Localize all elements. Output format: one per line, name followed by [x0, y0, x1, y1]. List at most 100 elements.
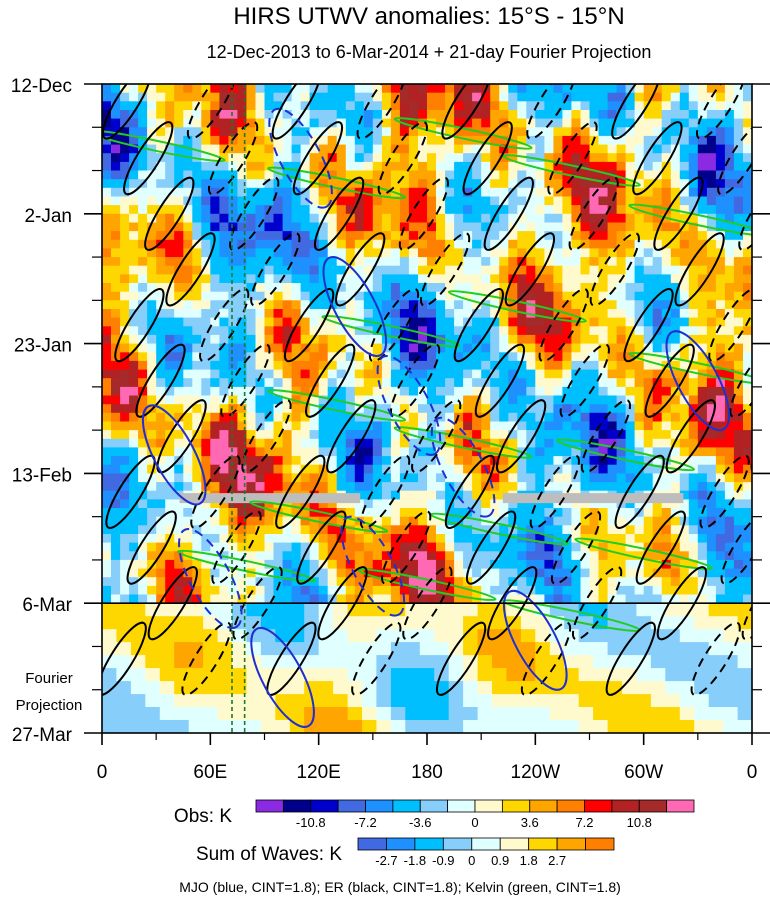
anomaly-cell — [517, 369, 527, 379]
anomaly-cell — [544, 473, 554, 483]
projection-cell — [289, 707, 305, 721]
anomaly-cell — [111, 473, 121, 483]
anomaly-cell — [589, 92, 600, 102]
anomaly-cell — [237, 153, 247, 163]
anomaly-cell — [129, 395, 139, 405]
anomaly-cell — [715, 386, 726, 397]
anomaly-cell — [201, 153, 211, 163]
anomaly-cell — [273, 525, 284, 535]
anomaly-cell — [120, 144, 130, 154]
anomaly-cell — [472, 205, 482, 215]
anomaly-cell — [427, 378, 437, 388]
y-tick-label: 6-Mar — [22, 595, 72, 616]
anomaly-cell — [120, 213, 130, 224]
anomaly-cell — [697, 213, 708, 224]
anomaly-cell — [291, 326, 302, 336]
anomaly-cell — [156, 482, 166, 492]
anomaly-cell — [390, 438, 401, 449]
anomaly-cell — [481, 127, 491, 137]
anomaly-cell — [399, 568, 410, 578]
anomaly-cell — [129, 283, 139, 293]
anomaly-cell — [454, 161, 464, 172]
projection-cell — [390, 694, 406, 708]
anomaly-cell — [111, 205, 121, 215]
anomaly-cell — [517, 239, 527, 250]
anomaly-cell — [743, 153, 752, 163]
projection-cell — [289, 616, 305, 630]
anomaly-cell — [372, 490, 383, 500]
anomaly-cell — [724, 179, 735, 189]
anomaly-cell — [210, 291, 220, 301]
anomaly-cell — [571, 248, 581, 258]
anomaly-cell — [517, 265, 527, 275]
anomaly-cell — [336, 534, 347, 544]
anomaly-cell — [381, 360, 392, 371]
anomaly-cell — [273, 187, 284, 198]
anomaly-cell — [643, 213, 654, 224]
anomaly-cell — [652, 585, 663, 596]
anomaly-cell — [228, 421, 238, 431]
anomaly-cell — [273, 118, 284, 128]
anomaly-cell — [445, 464, 455, 474]
anomaly-cell — [679, 430, 690, 440]
anomaly-cell — [381, 499, 392, 509]
anomaly-cell — [517, 482, 527, 492]
anomaly-cell — [634, 309, 645, 319]
anomaly-cell — [201, 559, 211, 570]
anomaly-cell — [336, 412, 347, 423]
anomaly-cell — [228, 499, 238, 509]
projection-cell — [174, 707, 190, 721]
anomaly-cell — [715, 205, 726, 215]
projection-cell — [318, 629, 334, 643]
anomaly-cell — [463, 161, 473, 172]
anomaly-cell — [481, 326, 491, 336]
anomaly-cell — [174, 464, 184, 474]
anomaly-cell — [598, 525, 609, 535]
anomaly-cell — [255, 542, 266, 552]
anomaly-cell — [138, 369, 148, 379]
er-contour — [435, 621, 487, 696]
anomaly-cell — [472, 585, 482, 596]
anomaly-cell — [688, 594, 699, 603]
anomaly-cell — [309, 283, 320, 293]
projection-cell — [232, 707, 247, 721]
anomaly-cell — [183, 213, 193, 224]
projection-cell — [434, 694, 450, 708]
projection-cell — [694, 603, 710, 617]
anomaly-cell — [706, 170, 717, 180]
anomaly-cell — [300, 257, 311, 267]
anomaly-cell — [111, 110, 121, 120]
anomaly-cell — [544, 144, 554, 154]
anomaly-cell — [607, 265, 618, 275]
anomaly-cell — [526, 196, 536, 206]
anomaly-cell — [237, 135, 247, 146]
anomaly-cell — [174, 84, 184, 94]
anomaly-cell — [219, 84, 229, 94]
anomaly-cell — [743, 170, 752, 180]
anomaly-cell — [436, 135, 446, 146]
anomaly-cell — [354, 577, 365, 587]
projection-cell — [694, 694, 710, 708]
anomaly-cell — [318, 568, 329, 578]
anomaly-cell — [661, 551, 672, 561]
projection-cell — [232, 681, 247, 695]
projection-cell — [650, 707, 666, 721]
anomaly-cell — [183, 352, 193, 362]
anomaly-cell — [354, 499, 365, 509]
anomaly-cell — [616, 464, 627, 474]
anomaly-cell — [445, 118, 455, 128]
anomaly-cell — [165, 101, 175, 111]
projection-cell — [159, 655, 175, 669]
anomaly-cell — [165, 110, 175, 120]
anomaly-cell — [345, 508, 356, 518]
anomaly-cell — [345, 534, 356, 544]
anomaly-cell — [454, 187, 464, 198]
anomaly-cell — [336, 594, 347, 603]
anomaly-cell — [607, 300, 618, 310]
anomaly-cell — [598, 222, 609, 232]
anomaly-cell — [544, 360, 554, 371]
mjo-contour — [340, 515, 406, 617]
anomaly-cell — [652, 170, 663, 180]
anomaly-cell — [436, 283, 446, 293]
anomaly-cell — [607, 360, 618, 371]
